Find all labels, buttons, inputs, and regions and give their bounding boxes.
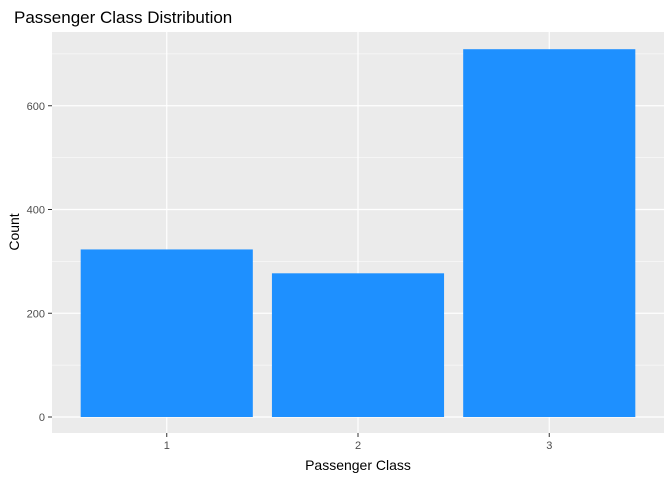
x-axis-title: Passenger Class <box>305 457 411 473</box>
x-axis-ticks: 1 2 3 <box>164 433 552 452</box>
x-tick-label: 3 <box>546 440 552 452</box>
y-tick-label: 400 <box>27 205 45 217</box>
x-tick-label: 2 <box>355 440 361 452</box>
y-axis-title: Count <box>6 213 22 250</box>
y-tick-label: 600 <box>27 101 45 113</box>
bars <box>80 49 636 418</box>
bar-class-1 <box>80 249 253 417</box>
bar-class-2 <box>271 273 445 417</box>
y-axis-ticks: 0 200 400 600 <box>27 101 52 424</box>
y-tick-label: 200 <box>27 308 45 320</box>
bar-class-3 <box>463 49 636 418</box>
y-tick-label: 0 <box>39 412 45 424</box>
x-tick-label: 1 <box>164 440 170 452</box>
chart-title: Passenger Class Distribution <box>14 8 232 27</box>
